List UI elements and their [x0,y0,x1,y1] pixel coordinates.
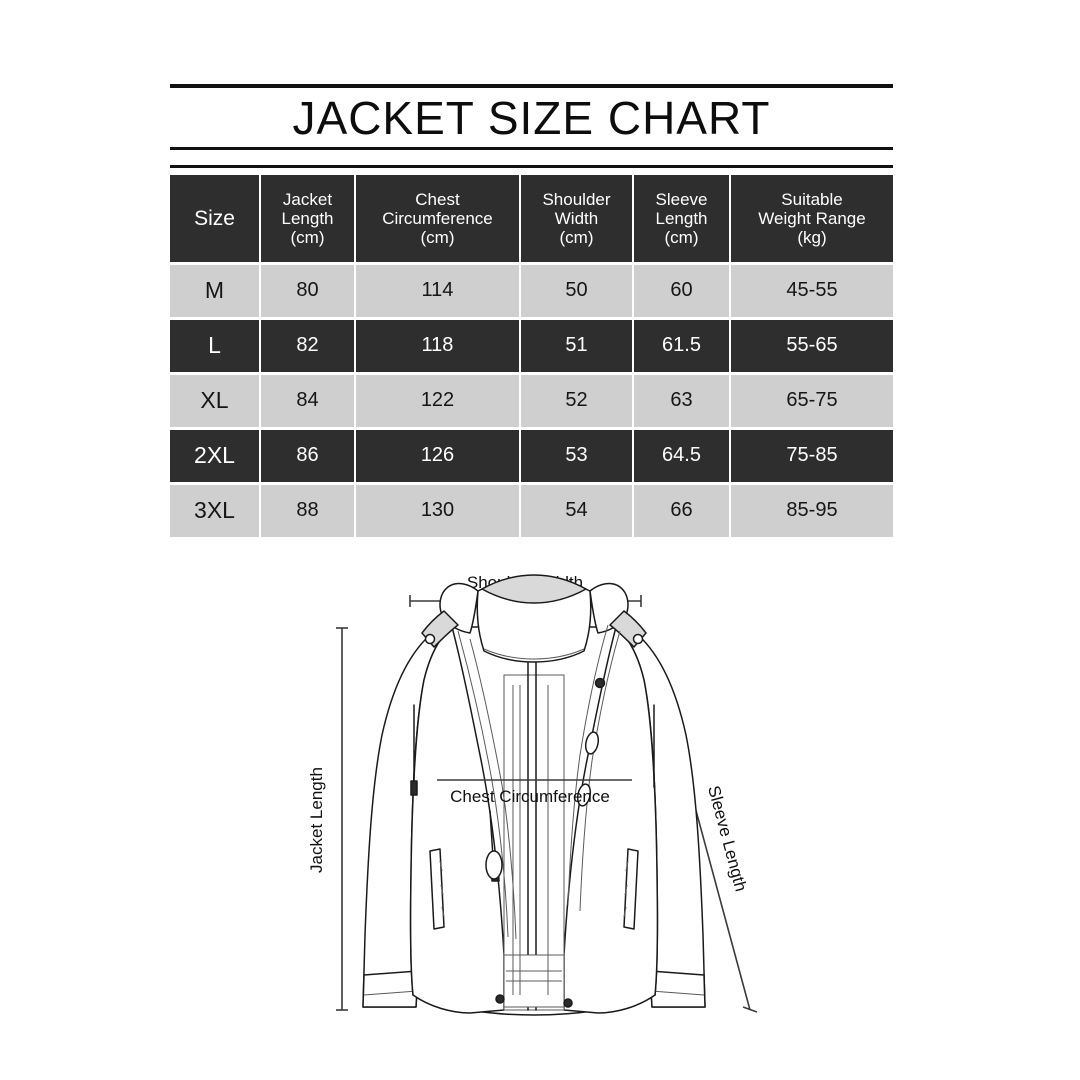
page-title: JACKET SIZE CHART [292,92,771,144]
collar-lining [481,574,587,604]
cell-jacket-length: 84 [259,371,356,430]
table-body: M 80 114 50 60 45-55 L 82 118 51 61.5 55… [170,261,893,540]
table-row: M 80 114 50 60 45-55 [170,261,893,320]
cell-shoulder: 52 [519,371,634,430]
hem-snap-left [495,994,505,1004]
left-panel-loop [485,850,503,880]
cell-chest: 126 [354,428,521,483]
cell-size: 3XL [170,481,261,540]
cell-chest: 114 [354,261,521,320]
left-epaulette-snap [424,633,436,645]
chest-circumference-dimension: Chest Circumference [437,779,632,806]
column-header-size: Size [170,175,261,263]
cell-sleeve: 66 [632,481,731,540]
title-rule-bottom [170,165,893,168]
jacket-measurement-diagram: Shoulder Width Jacket Length Sleeve Leng… [0,555,1080,1055]
table-row: L 82 118 51 61.5 55-65 [170,318,893,373]
cell-jacket-length: 80 [259,261,356,320]
cell-shoulder: 51 [519,318,634,373]
cell-weight: 55-65 [729,318,893,373]
title-rule-top [170,84,893,88]
cell-size: XL [170,371,261,430]
cell-chest: 118 [354,318,521,373]
cell-weight: 65-75 [729,371,893,430]
cell-sleeve: 60 [632,261,731,320]
column-header-shoulder-width: Shoulder Width (cm) [519,175,634,263]
table-row: 3XL 88 130 54 66 85-95 [170,481,893,540]
cell-size: 2XL [170,428,261,483]
table-header-row: Size Jacket Length (cm) Chest Circumfere… [170,175,893,263]
cell-size: M [170,261,261,320]
cell-sleeve: 64.5 [632,428,731,483]
size-chart-table: Size Jacket Length (cm) Chest Circumfere… [170,175,893,540]
cell-shoulder: 54 [519,481,634,540]
column-header-suitable-weight-range: Suitable Weight Range (kg) [729,175,893,263]
cell-jacket-length: 82 [259,318,356,373]
cell-weight: 75-85 [729,428,893,483]
cell-shoulder: 53 [519,428,634,483]
cell-chest: 130 [354,481,521,540]
title-rule-middle [170,147,893,150]
right-pocket-welt [623,848,639,930]
right-cuff [649,970,706,1008]
left-cuff [362,970,419,1008]
cell-sleeve: 63 [632,371,731,430]
jacket-length-label: Jacket Length [307,767,326,873]
column-header-chest-circumference: Chest Circumference (cm) [354,175,521,263]
column-header-jacket-length: Jacket Length (cm) [259,175,356,263]
flap-loop-upper [584,731,600,755]
jacket-length-dimension: Jacket Length [307,627,348,1011]
inner-lining [503,674,565,1011]
cell-chest: 122 [354,371,521,430]
table-header: Size Jacket Length (cm) Chest Circumfere… [170,175,893,263]
left-pocket-welt [429,848,445,930]
flap-loop-lower [576,783,592,807]
hem-snap-right [563,998,573,1008]
flap-snap-upper [594,677,606,689]
cell-jacket-length: 86 [259,428,356,483]
table-row: 2XL 86 126 53 64.5 75-85 [170,428,893,483]
sleeve-length-label: Sleeve Length [704,784,750,894]
right-epaulette-snap [632,633,644,645]
jacket-illustration [362,574,706,1016]
title-rule-gap [170,150,893,165]
cell-sleeve: 61.5 [632,318,731,373]
cell-weight: 45-55 [729,261,893,320]
column-header-sleeve-length: Sleeve Length (cm) [632,175,731,263]
cell-shoulder: 50 [519,261,634,320]
title-block: JACKET SIZE CHART [170,84,893,168]
chest-circumference-label: Chest Circumference [450,787,610,806]
cell-size: L [170,318,261,373]
cell-weight: 85-95 [729,481,893,540]
cell-jacket-length: 88 [259,481,356,540]
table-row: XL 84 122 52 63 65-75 [170,371,893,430]
